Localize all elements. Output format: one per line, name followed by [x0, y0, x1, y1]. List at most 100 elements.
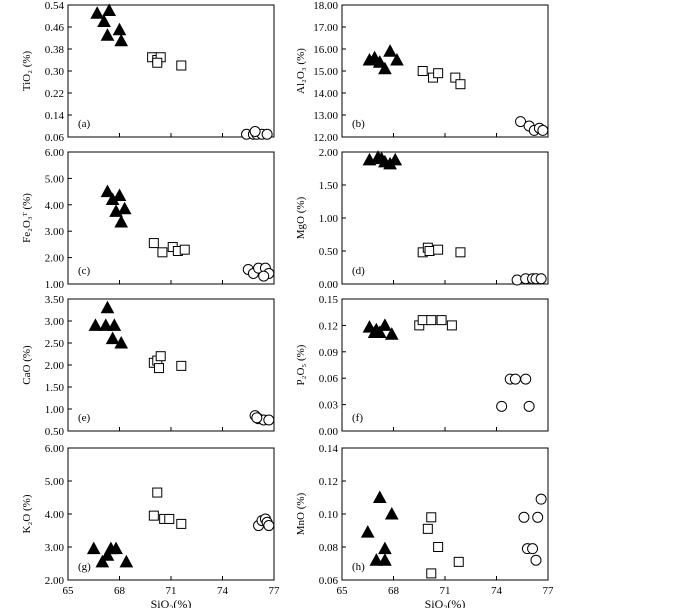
circle-marker	[249, 126, 261, 137]
y-tick-label: 0.09	[319, 347, 339, 359]
triangle-marker	[100, 28, 115, 41]
y-axis-label: K₂O (%)	[21, 494, 33, 533]
y-tick-label: 0.10	[319, 509, 339, 521]
y-tick-label: 0.12	[319, 476, 338, 488]
y-tick-label: 3.00	[45, 316, 65, 328]
panel-label: (g)	[78, 561, 91, 573]
y-tick-label: 0.46	[45, 22, 65, 34]
triangle-marker	[107, 318, 122, 331]
y-tick-label: 1.00	[45, 279, 65, 291]
y-tick-label: 2.00	[45, 575, 65, 587]
triangle-marker	[369, 322, 384, 336]
triangle-marker	[384, 327, 399, 340]
plot-frame	[341, 151, 549, 285]
circle-marker	[535, 273, 547, 285]
plot-frame	[341, 4, 549, 138]
panel-7: 2.00 3.00 4.00 5.00 6.00 65 68 71 74 77 SiO₂(%) K₂O…	[21, 443, 280, 608]
square-marker	[450, 72, 461, 83]
y-tick-label: 2.50	[45, 338, 65, 350]
triangle-marker	[112, 22, 127, 36]
panel-1: 0.06 0.14 0.22 0.30 0.38 0.46 0.54 TiO₂ (%) (a)	[21, 0, 275, 144]
square-marker	[148, 510, 159, 521]
circle-marker	[258, 270, 270, 282]
y-tick-label: 2.00	[45, 360, 65, 372]
x-tick-label: 65	[337, 585, 349, 597]
triangle-marker	[372, 55, 387, 68]
y-tick-label: 0.03	[319, 400, 339, 412]
x-tick-label: 71	[166, 585, 177, 597]
triangle-marker	[383, 44, 397, 57]
triangle-marker	[98, 318, 113, 331]
triangle-marker	[378, 318, 392, 331]
circle-marker	[537, 124, 549, 136]
circle-marker	[535, 493, 547, 505]
y-tick-label: 3.00	[45, 542, 65, 554]
panel-label: (c)	[78, 265, 91, 277]
x-tick-label: 74	[491, 585, 503, 597]
triangle-marker	[100, 300, 115, 314]
y-tick-label: 6.00	[45, 443, 65, 455]
y-tick-label: 0.00	[319, 279, 339, 291]
y-tick-label: 1.00	[319, 213, 339, 225]
triangle-marker	[100, 548, 115, 561]
circle-marker	[520, 373, 532, 385]
y-tick-label: 0.54	[45, 0, 65, 12]
square-marker	[433, 542, 444, 552]
x-tick-label: 71	[440, 585, 451, 597]
triangle-marker	[109, 541, 123, 555]
triangle-marker	[374, 151, 389, 165]
triangle-marker	[97, 14, 111, 27]
square-marker	[424, 246, 435, 256]
square-marker	[164, 513, 175, 524]
panel-label: (d)	[352, 265, 365, 277]
panel-label: (h)	[352, 561, 365, 573]
y-tick-label: 13.00	[313, 110, 338, 122]
square-marker	[176, 518, 187, 529]
y-tick-label: 0.50	[45, 426, 65, 438]
triangle-marker	[102, 3, 117, 16]
y-axis-label: P₂O₅ (%)	[295, 344, 307, 385]
y-tick-label: 0.12	[319, 320, 338, 332]
square-marker	[453, 556, 464, 567]
y-axis-label: TiO₂ (%)	[21, 50, 33, 91]
y-tick-label: 4.00	[45, 509, 65, 521]
circle-marker	[496, 400, 508, 412]
y-tick-label: 0.08	[319, 542, 339, 554]
triangle-marker	[390, 52, 404, 66]
circle-marker	[532, 511, 544, 523]
y-tick-label: 6.00	[45, 147, 65, 159]
square-marker	[433, 244, 444, 255]
x-tick-label: 65	[63, 585, 75, 597]
x-axis-label: SiO₂(%)	[425, 597, 466, 608]
y-axis-label: MnO (%)	[295, 492, 307, 535]
y-tick-label: 0.14	[319, 443, 339, 455]
square-marker	[426, 315, 437, 326]
triangle-marker	[114, 214, 129, 228]
circle-marker	[251, 412, 263, 424]
y-tick-label: 4.00	[45, 200, 65, 212]
y-tick-label: 2.00	[319, 147, 339, 159]
triangle-marker	[88, 318, 103, 331]
y-tick-label: 0.14	[45, 110, 65, 122]
x-tick-label: 77	[543, 585, 555, 597]
triangle-marker	[100, 184, 115, 198]
panel-8: 0.06 0.08 0.10 0.12 0.14 65 68 71 74 77 SiO₂(%) MnO…	[295, 443, 554, 608]
square-marker	[422, 523, 433, 534]
square-marker	[455, 79, 466, 90]
x-axis-label: SiO₂(%)	[151, 597, 192, 608]
triangle-marker	[378, 553, 392, 566]
square-marker	[426, 512, 437, 523]
plot-frame	[67, 298, 275, 432]
panel-5: 0.50 1.00 1.50 2.00 2.50 3.00 3.50 CaO (%) (e)	[21, 294, 275, 438]
triangle-marker	[369, 553, 384, 566]
x-tick-label: 68	[114, 585, 126, 597]
y-tick-label: 0.38	[45, 44, 65, 56]
x-tick-label: 68	[388, 585, 400, 597]
panel-3: 1.00 2.00 3.00 4.00 5.00 6.00 Fe₂O₃ᵀ (%) (c)	[21, 147, 275, 291]
y-tick-label: 15.00	[313, 66, 338, 78]
triangle-marker	[378, 61, 392, 75]
y-tick-label: 3.50	[45, 294, 65, 306]
y-tick-label: 0.22	[45, 88, 64, 100]
y-tick-label: 14.00	[313, 88, 338, 100]
panel-6: 0.00 0.03 0.06 0.09 0.12 0.15 P₂O₅ (%) (f)	[295, 294, 549, 438]
